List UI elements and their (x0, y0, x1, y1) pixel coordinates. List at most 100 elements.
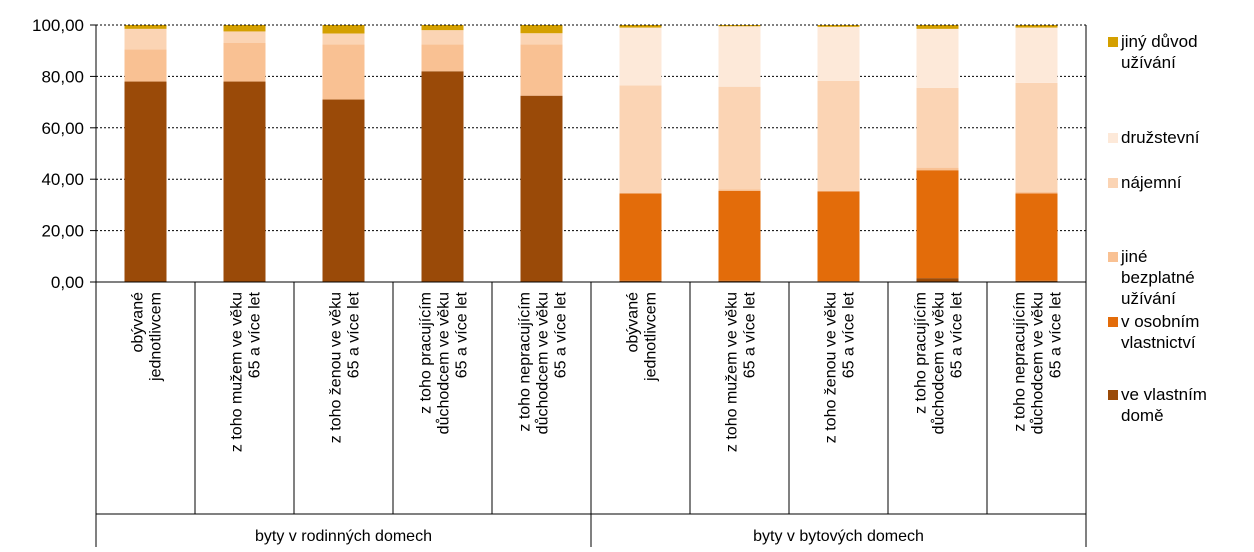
category-label: z toho ženou ve věku65 a více let (823, 291, 858, 443)
legend-label: ve vlastním domě (1121, 385, 1207, 425)
category-label: z toho pracujícímdůchodcem ve věku65 a v… (418, 291, 471, 434)
bar-segment (520, 25, 563, 34)
category-label-line: jednotlivcem (643, 292, 660, 382)
bar-segment (1015, 192, 1058, 194)
y-tick-label: 100,00 (32, 16, 84, 35)
bar-segment (223, 31, 266, 43)
category-label-line: obývané (130, 292, 147, 353)
y-tick-label: 20,00 (41, 222, 84, 241)
category-label-line: důchodcem ve věku (930, 292, 948, 434)
bar-segment (421, 44, 464, 72)
y-tick-label: 0,00 (51, 273, 84, 292)
bar-segment (124, 25, 167, 29)
bar-segment (619, 85, 662, 194)
category-label-line: z toho nepracujícím (1012, 292, 1029, 432)
group-label: byty v rodinných domech (255, 528, 432, 545)
category-label: obývanéjednotlivcem (130, 292, 165, 382)
bar-segment (817, 191, 860, 282)
category-label-line: z toho nepracujícím (517, 292, 534, 432)
axes (90, 24, 1087, 547)
bar-segment (619, 193, 662, 281)
bar-segment (520, 33, 563, 45)
category-label-line: jednotlivcem (148, 292, 165, 382)
bar-segment (421, 30, 464, 45)
bar-segment (1015, 27, 1058, 83)
category-label-line: 65 a více let (247, 291, 264, 378)
bar-segment (718, 280, 761, 282)
bar-segment (322, 44, 365, 100)
legend-label-line: v osobním (1121, 312, 1199, 331)
legend-swatch (1108, 178, 1118, 188)
bar-segment (718, 25, 761, 27)
category-label-line: z toho pracujícím (418, 292, 435, 414)
bar-segment (124, 49, 167, 82)
bar-segment (223, 25, 266, 32)
legend-label-line: nájemní (1121, 173, 1182, 192)
legend-label-line: jiné (1120, 247, 1147, 266)
legend-label-line: užívání (1121, 289, 1176, 308)
bar-segment (619, 280, 662, 282)
legend: jiný důvod užívání družstevní nájemní jiné be… (1108, 32, 1207, 425)
legend-label-line: vlastnictví (1121, 333, 1196, 352)
bar-segment (223, 42, 266, 82)
bar-segment (124, 81, 167, 282)
bar-segment (916, 87, 959, 168)
legend-label: v osobním vlastnictví (1121, 312, 1199, 352)
category-label: z toho mužem ve věku65 a více let (229, 291, 264, 452)
bars (124, 25, 1058, 282)
category-label-line: z toho pracujícím (913, 292, 930, 414)
bar-segment (718, 86, 761, 190)
category-label-line: obývané (625, 292, 642, 353)
category-labels: obývanéjednotlivcem z toho mužem ve věku6… (130, 291, 1065, 452)
y-tick-labels: 0,00 20,00 40,00 60,00 80,00 100,00 (32, 16, 84, 292)
bar-segment (322, 99, 365, 282)
legend-label-line: užívání (1121, 53, 1176, 72)
category-label-line: 65 a více let (1048, 291, 1065, 378)
legend-label: družstevní (1121, 128, 1200, 147)
y-tick-label: 40,00 (41, 170, 84, 189)
category-label: z toho nepracujícímdůchodcem ve věku65 a… (517, 291, 570, 434)
legend-label-line: bezplatné (1121, 268, 1195, 287)
legend-swatch (1108, 37, 1118, 47)
legend-swatch (1108, 133, 1118, 143)
bar-segment (718, 189, 761, 191)
legend-label: nájemní (1121, 173, 1182, 192)
bar-segment (322, 33, 365, 45)
legend-swatch (1108, 252, 1118, 262)
group-labels: byty v rodinných domech byty v bytových d… (255, 528, 924, 545)
bar-segment (619, 27, 662, 86)
group-label: byty v bytových domech (753, 528, 924, 545)
category-label: z toho nepracujícímdůchodcem ve věku65 a… (1012, 291, 1065, 434)
category-label-line: z toho ženou ve věku (328, 292, 345, 443)
legend-label-line: domě (1121, 406, 1164, 425)
category-label-line: 65 a více let (841, 291, 858, 378)
category-label-line: 65 a více let (553, 291, 570, 378)
category-label-line: 65 a více let (949, 291, 966, 378)
bar-segment (718, 190, 761, 281)
bar-segment (1015, 82, 1058, 193)
bar-segment (817, 26, 860, 81)
legend-label-line: jiný důvod (1120, 32, 1198, 51)
category-label-line: z toho ženou ve věku (823, 292, 840, 443)
bar-segment (817, 80, 860, 192)
category-label-line: důchodcem ve věku (534, 292, 552, 434)
bar-segment (916, 28, 959, 88)
category-label-line: důchodcem ve věku (435, 292, 453, 434)
bar-segment (1015, 25, 1058, 28)
y-tick-label: 80,00 (41, 67, 84, 86)
bar-segment (718, 26, 761, 87)
bar-segment (916, 278, 959, 282)
legend-label: jiný důvod užívání (1120, 32, 1198, 72)
bar-segment (520, 44, 563, 96)
legend-swatch (1108, 317, 1118, 327)
legend-swatch (1108, 390, 1118, 400)
category-label: z toho ženou ve věku65 a více let (328, 291, 363, 443)
bar-segment (1015, 280, 1058, 282)
category-label-line: z toho mužem ve věku (229, 292, 246, 452)
bar-segment (421, 71, 464, 282)
bar-segment (124, 28, 167, 50)
category-label-line: důchodcem ve věku (1029, 292, 1047, 434)
legend-label-line: ve vlastním (1121, 385, 1207, 404)
legend-label-line: družstevní (1121, 128, 1200, 147)
